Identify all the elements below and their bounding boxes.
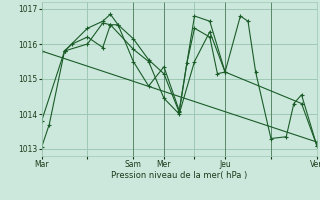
X-axis label: Pression niveau de la mer( hPa ): Pression niveau de la mer( hPa ) [111, 171, 247, 180]
